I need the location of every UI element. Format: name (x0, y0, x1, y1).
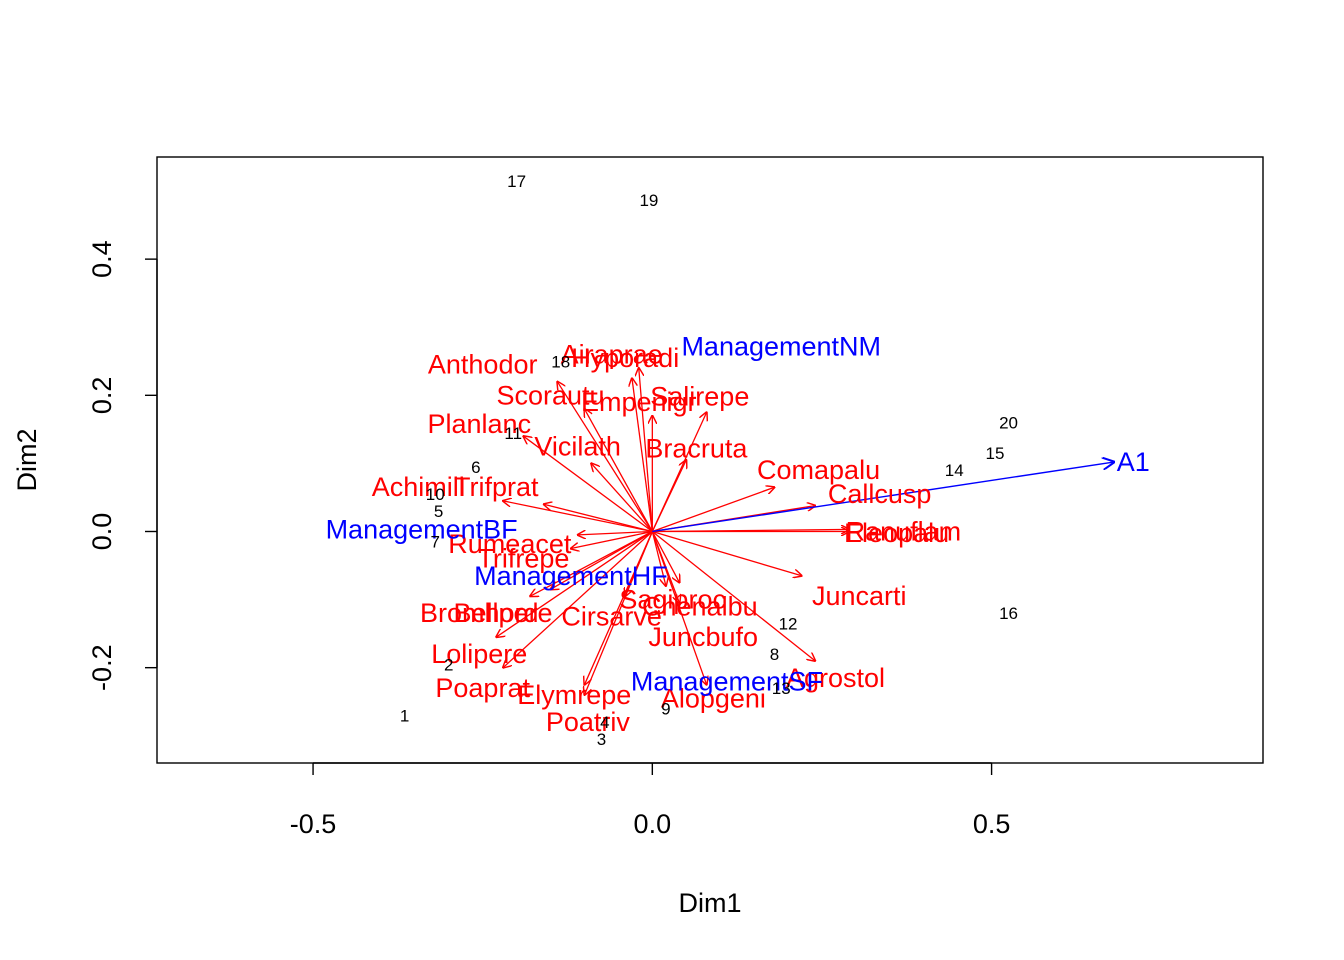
species-label: Juncbufo (648, 622, 758, 652)
environment-label: ManagementNM (681, 331, 881, 361)
site-label: 7 (430, 533, 439, 552)
species-label: Bellpere (454, 598, 553, 628)
site-label: 2 (444, 655, 453, 674)
site-label: 5 (434, 502, 443, 521)
species-arrow (651, 530, 815, 660)
species-arrow (503, 501, 653, 533)
label-layer: Achimill Agrostol Airaprae Alopgeni Anthodor… (326, 172, 1150, 749)
species-label: Eleopalu (844, 518, 949, 548)
species-arrow (584, 531, 653, 684)
species-label: Agrostol (786, 663, 885, 693)
y-axis-title: Dim2 (12, 428, 42, 491)
site-label: 1 (400, 706, 409, 725)
site-label: 12 (779, 614, 798, 633)
species-label: Alopgeni (661, 683, 766, 713)
species-label: Chenalbu (642, 591, 758, 621)
y-tick-label: 0.4 (87, 240, 117, 278)
species-label: Salirepe (650, 382, 749, 412)
vector-layer (496, 368, 1113, 695)
species-label: Sagiproc (619, 585, 726, 615)
species-label: Comapalu (757, 455, 880, 485)
site-label: 17 (507, 172, 526, 191)
x-tick-label: 0.5 (973, 809, 1011, 839)
y-tick-label: -0.2 (87, 644, 117, 691)
species-arrow (584, 409, 653, 532)
y-axis: -0.2 0.0 0.2 0.4 (87, 240, 158, 691)
species-label: Rumeacet (448, 529, 572, 559)
y-tick-label: 0.0 (87, 513, 117, 551)
species-label: Achimill (372, 472, 465, 502)
species-label: Scorautu (497, 380, 605, 410)
species-arrow (578, 531, 653, 534)
species-label: Trifrepe (477, 544, 569, 574)
site-label: 14 (945, 461, 964, 480)
species-label: Ranuflam (846, 516, 962, 546)
site-label: 20 (999, 414, 1018, 433)
x-tick-label: 0.0 (634, 809, 672, 839)
environment-label: A1 (1117, 447, 1150, 477)
species-arrow (544, 504, 653, 533)
site-label: 6 (471, 458, 480, 477)
species-arrow (651, 531, 679, 602)
species-label: Bracruta (645, 433, 748, 463)
site-label: 3 (597, 730, 606, 749)
site-label: 10 (426, 485, 445, 504)
species-label: Elymrepe (517, 680, 631, 710)
species-arrow (530, 530, 653, 596)
site-label: 8 (770, 645, 779, 664)
x-tick-label: -0.5 (290, 809, 337, 839)
environment-label: ManagementSF (631, 666, 823, 696)
species-arrow (651, 531, 679, 582)
species-arrow (651, 531, 666, 585)
species-label: Anthodor (428, 350, 538, 380)
species-label: Empenigr (581, 387, 697, 417)
species-label: Poatriv (546, 707, 631, 737)
species-arrow (503, 531, 653, 667)
species-label: Planlanc (428, 409, 532, 439)
species-arrow (571, 530, 653, 548)
environment-label: ManagementHF (474, 561, 668, 591)
species-arrow (652, 487, 774, 533)
species-label: Poaprat (435, 673, 530, 703)
species-label: Trifprat (454, 472, 539, 502)
species-label: Cirsarve (561, 602, 662, 632)
species-label: Lolipere (431, 639, 527, 669)
species-arrow (652, 530, 801, 575)
species-arrow (523, 436, 653, 533)
environment-label: ManagementBF (326, 514, 518, 544)
species-arrow (584, 531, 653, 694)
species-label: Juncarti (812, 581, 907, 611)
species-label: Bromhord (420, 598, 539, 628)
species-arrow (557, 382, 653, 532)
species-arrow (651, 460, 686, 532)
site-label: 9 (661, 700, 670, 719)
site-label: 11 (504, 424, 522, 443)
site-label: 15 (986, 444, 1005, 463)
x-axis-title: Dim1 (678, 888, 741, 918)
site-label: 16 (999, 604, 1018, 623)
site-label: 19 (639, 191, 658, 210)
x-axis: -0.5 0.0 0.5 (290, 762, 1011, 839)
species-arrow (591, 463, 653, 532)
species-arrow (639, 368, 653, 532)
species-label: Airaprae (561, 339, 663, 369)
y-tick-label: 0.2 (87, 377, 117, 415)
site-label: 18 (551, 352, 570, 371)
species-label: Hyporadi (571, 343, 679, 373)
site-label: 13 (772, 679, 791, 698)
species-label: Vicilath (534, 431, 621, 461)
environment-arrow (652, 462, 1113, 533)
species-arrow (632, 378, 653, 532)
species-label: Callcusp (828, 479, 932, 509)
site-label: 4 (600, 713, 609, 732)
species-arrow (496, 530, 653, 637)
